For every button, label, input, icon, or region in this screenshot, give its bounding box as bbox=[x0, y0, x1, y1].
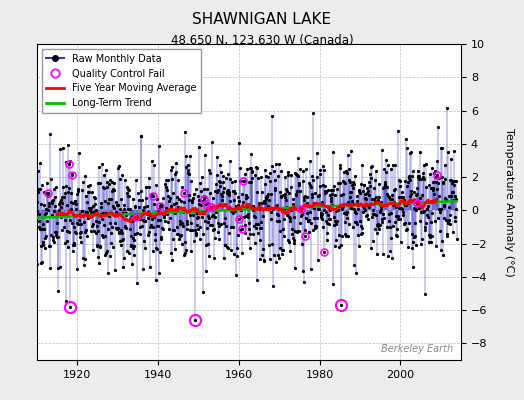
Text: Berkeley Earth: Berkeley Earth bbox=[380, 344, 453, 354]
Legend: Raw Monthly Data, Quality Control Fail, Five Year Moving Average, Long-Term Tren: Raw Monthly Data, Quality Control Fail, … bbox=[41, 49, 201, 113]
Y-axis label: Temperature Anomaly (°C): Temperature Anomaly (°C) bbox=[504, 128, 514, 276]
Text: SHAWNIGAN LAKE: SHAWNIGAN LAKE bbox=[192, 12, 332, 27]
Text: 48.650 N, 123.630 W (Canada): 48.650 N, 123.630 W (Canada) bbox=[171, 34, 353, 47]
